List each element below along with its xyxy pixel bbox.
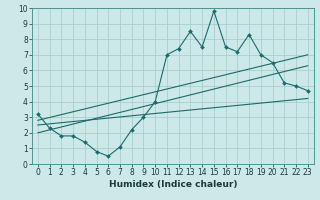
X-axis label: Humidex (Indice chaleur): Humidex (Indice chaleur) [108, 180, 237, 189]
